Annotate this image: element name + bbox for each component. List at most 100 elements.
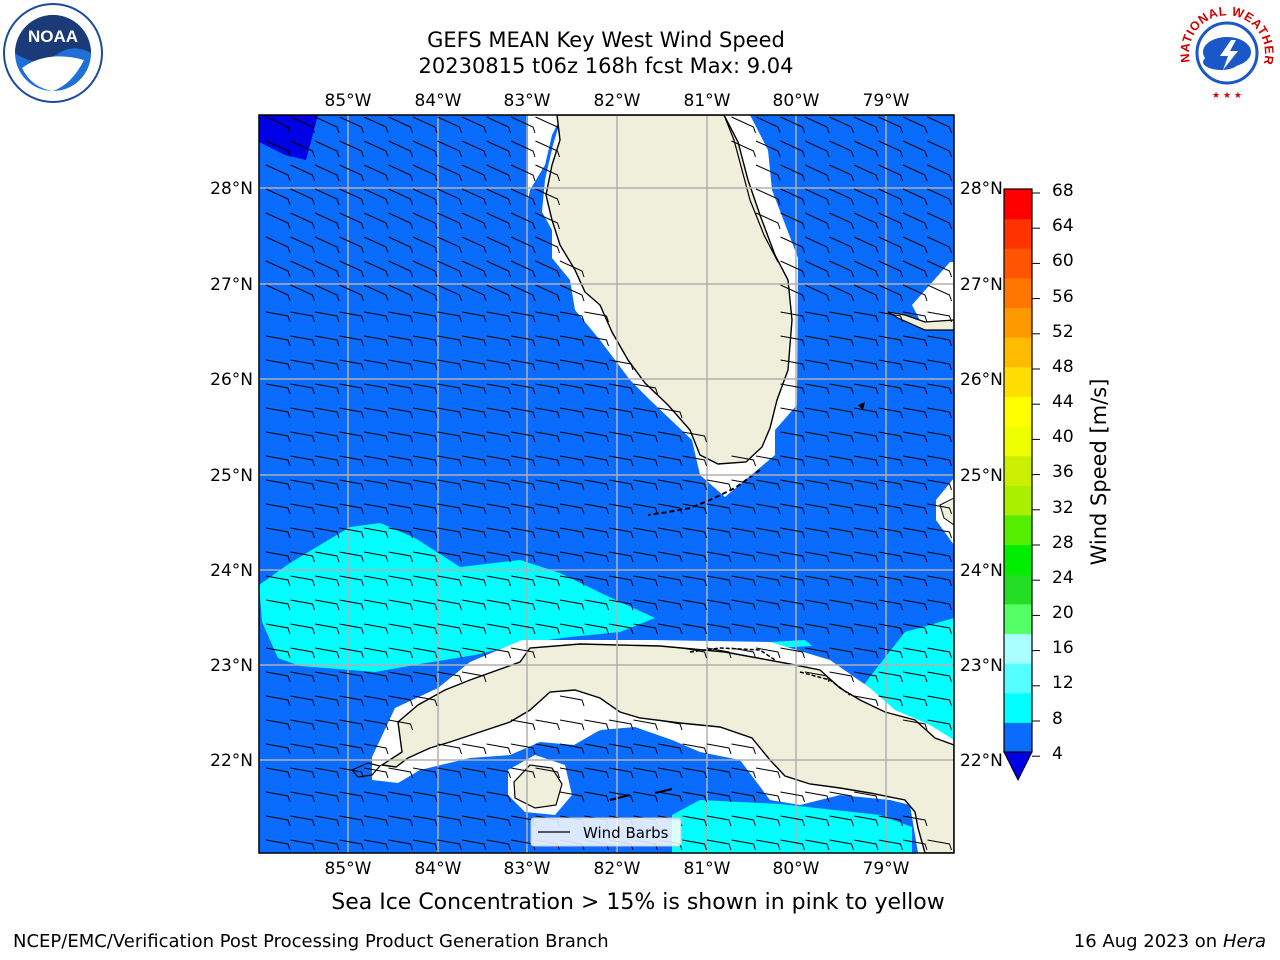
lat-labels-right: 28°N 27°N 26°N 25°N 24°N 23°N 22°N [960,179,1003,771]
colorbar-frame [1003,188,1033,753]
colorbar-bin [1004,307,1032,338]
svg-text:81°W: 81°W [684,91,731,111]
svg-text:84°W: 84°W [415,91,462,111]
colorbar-ticks: 68 64 60 56 52 48 44 40 36 32 28 24 20 1… [1052,181,1074,764]
bahamas-grand-bahama [887,311,954,331]
svg-text:84°W: 84°W [415,859,462,879]
svg-text:22°N: 22°N [960,751,1003,771]
colorbar-bin [1004,277,1032,309]
svg-text:85°W: 85°W [325,859,372,879]
map-plot-area [259,115,954,853]
svg-text:28°N: 28°N [210,179,253,199]
svg-text:40: 40 [1052,427,1074,447]
svg-text:27°N: 27°N [210,275,253,295]
map-frame [258,114,955,854]
svg-text:24: 24 [1052,568,1074,588]
svg-text:64: 64 [1052,216,1074,236]
svg-text:20: 20 [1052,603,1074,623]
svg-text:24°N: 24°N [210,561,253,581]
noaa-logo: NOAA [3,3,103,103]
svg-text:82°W: 82°W [594,91,641,111]
colorbar-bin [1004,722,1032,753]
colorbar-label: Wind Speed [m/s] [1087,379,1111,566]
colorbar-bin [1004,692,1032,723]
noaa-logo-text: NOAA [28,27,78,46]
svg-text:83°W: 83°W [504,91,551,111]
svg-text:28°N: 28°N [960,179,1003,199]
footer-date: 16 Aug 2023 on [1073,931,1218,952]
svg-text:81°W: 81°W [684,859,731,879]
svg-text:83°W: 83°W [504,859,551,879]
florida-keys [647,469,761,516]
low-wind-patch [259,115,318,160]
colorbar-bin [1004,426,1032,457]
svg-text:8: 8 [1052,709,1063,729]
colorbar-bin [1004,218,1032,249]
svg-text:85°W: 85°W [325,91,372,111]
wind-barb-set [265,116,952,851]
colorbar-bin [1004,189,1032,220]
map-title: GEFS MEAN Key West Wind Speed [427,28,785,52]
svg-text:24°N: 24°N [960,561,1003,581]
graticule [259,115,954,853]
footer-timestamp: 16 Aug 2023 on Hera [1074,931,1266,952]
footer-host: Hera [1222,931,1266,952]
svg-text:79°W: 79°W [863,91,910,111]
colorbar-extend-triangle [1003,751,1033,782]
svg-text:25°N: 25°N [960,466,1003,486]
footer-branch: NCEP/EMC/Verification Post Processing Pr… [13,931,609,952]
colorbar-bin [1004,455,1032,486]
colorbar [1003,189,1040,782]
colorbar-bin [1004,544,1032,575]
colorbar-bin [1004,366,1032,397]
svg-text:26°N: 26°N [960,370,1003,390]
svg-text:27°N: 27°N [960,275,1003,295]
svg-text:80°W: 80°W [773,859,820,879]
sea-ice-caption: Sea Ice Concentration > 15% is shown in … [331,890,945,915]
svg-text:22°N: 22°N [210,751,253,771]
colorbar-bin [1004,337,1032,368]
lon-labels-bottom: 85°W 84°W 83°W 82°W 81°W 80°W 79°W [325,859,910,879]
svg-text:79°W: 79°W [863,859,910,879]
svg-text:23°N: 23°N [960,656,1003,676]
svg-text:36: 36 [1052,462,1074,482]
colorbar-bin [1004,633,1032,664]
bahamas-andros [939,497,954,526]
lon-labels-top: 85°W 84°W 83°W 82°W 81°W 80°W 79°W [325,91,910,111]
svg-text:28: 28 [1052,533,1074,553]
svg-text:32: 32 [1052,498,1074,518]
svg-text:68: 68 [1052,181,1074,201]
colorbar-bin [1004,248,1032,279]
isla-de-la-juventud [513,764,563,809]
svg-text:48: 48 [1052,357,1074,377]
svg-text:82°W: 82°W [594,859,641,879]
wind-zone-8-12-east [862,618,954,745]
svg-text:25°N: 25°N [210,466,253,486]
svg-text:56: 56 [1052,287,1074,307]
colorbar-bin [1004,663,1032,694]
florida-landmass [545,115,793,465]
svg-text:44: 44 [1052,392,1074,412]
colorbar-bin [1004,574,1032,605]
svg-text:4: 4 [1052,744,1063,764]
svg-text:80°W: 80°W [773,91,820,111]
svg-text:52: 52 [1052,322,1074,342]
colorbar-bin [1004,396,1032,427]
svg-text:12: 12 [1052,673,1074,693]
map-subtitle: 20230815 t06z 168h fcst Max: 9.04 [418,54,794,78]
colorbar-bin [1004,514,1032,546]
svg-text:23°N: 23°N [210,656,253,676]
legend-label: Wind Barbs [583,824,669,842]
svg-text:60: 60 [1052,251,1074,271]
wind-barbs-legend: Wind Barbs [530,817,682,847]
nws-logo: NATIONAL WEATHER SERVICE ★ ★ ★ [1176,2,1276,102]
lat-labels-left: 28°N 27°N 26°N 25°N 24°N 23°N 22°N [210,179,253,771]
svg-text:26°N: 26°N [210,370,253,390]
svg-text:16: 16 [1052,638,1074,658]
wind-barbs [265,116,952,851]
svg-text:★ ★ ★: ★ ★ ★ [1212,91,1242,101]
cuba-landmass [380,643,954,853]
colorbar-bin [1004,603,1032,634]
wind-zone-8-12-west [259,523,655,672]
